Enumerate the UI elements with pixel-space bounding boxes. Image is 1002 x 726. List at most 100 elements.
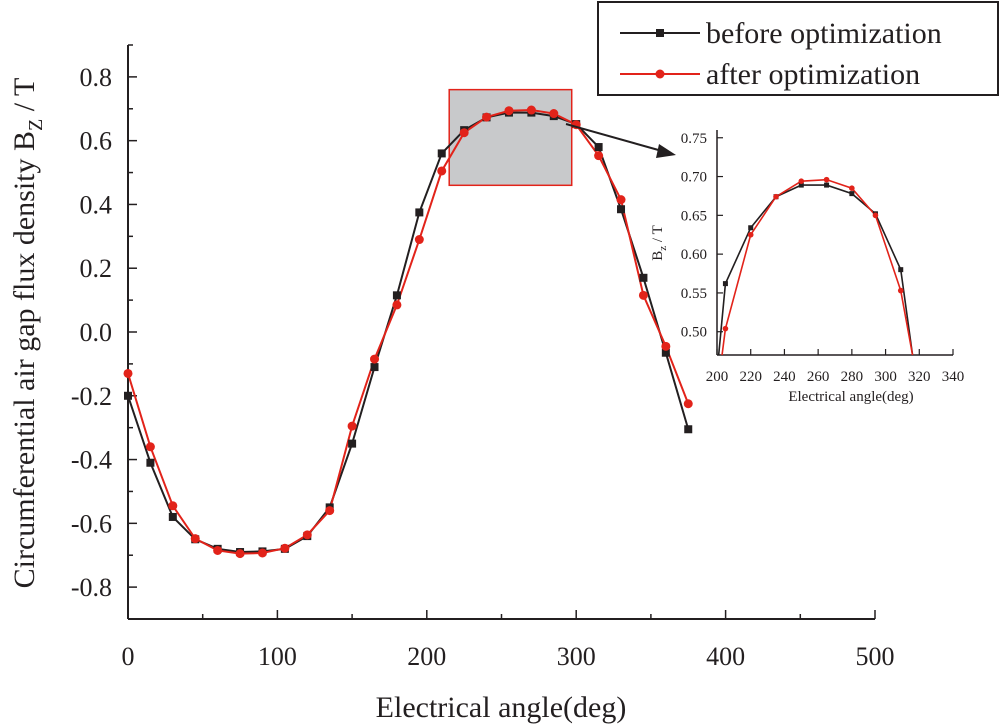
inset-x-tick-label: 200 (706, 369, 729, 385)
main-y-axis-label-unit: / T (8, 78, 41, 112)
main-point-before (661, 348, 670, 357)
inset-point-after (747, 231, 754, 238)
main-x-axis-label: Electrical angle(deg) (376, 691, 627, 724)
inset-x-tick-label: 260 (807, 369, 830, 385)
inset-y-axis-label-unit: / T (650, 225, 666, 242)
inset-x-tick-label: 280 (841, 369, 864, 385)
inset-point-before (798, 182, 804, 188)
main-point-after (190, 534, 200, 544)
main-point-before (437, 149, 446, 158)
main-point-after (392, 300, 402, 310)
main-point-after (347, 421, 357, 431)
main-y-axis-label: Circumferential air gap flux density BZ … (8, 78, 47, 589)
main-point-before (146, 458, 155, 467)
main-point-after (325, 506, 335, 516)
main-point-after (482, 112, 492, 122)
inset-y-tick-label: 0.70 (681, 170, 707, 186)
main-y-tick-label: 0.6 (80, 127, 113, 156)
main-point-after (414, 235, 424, 245)
main-plot: 0 100 200 300 400 500 -0.8 -0.6 -0.4 -0.2 0.0 0.2 0.… (8, 44, 895, 724)
legend-marker-after (655, 69, 665, 79)
main-point-before (168, 512, 177, 521)
main-point-after (302, 530, 312, 540)
main-y-tick-label: 0.0 (80, 318, 113, 347)
zoom-arrow-line (565, 123, 663, 152)
legend-label-after: after optimization (706, 58, 920, 91)
main-series-line-after (127, 109, 690, 555)
main-point-after (370, 354, 380, 364)
main-x-tick-label: 0 (122, 642, 135, 671)
main-y-tick-label: -0.6 (71, 509, 112, 538)
main-point-before (639, 273, 648, 282)
inset-point-after (722, 325, 729, 332)
inset-y-tick-label: 0.75 (681, 131, 707, 147)
main-point-after (504, 106, 514, 116)
inset-y-axis-label-sub: z (657, 246, 669, 251)
main-point-after (549, 109, 559, 119)
main-point-after (616, 195, 626, 205)
inset-point-after (872, 212, 879, 219)
main-point-after (257, 548, 267, 558)
main-y-tick-label: 0.2 (80, 254, 113, 283)
legend: before optimization after optimization (597, 1, 999, 96)
legend-item-before: before optimization (620, 17, 942, 50)
inset-y-tick-label: 0.60 (681, 247, 707, 263)
main-y-tick-label: 0.8 (80, 63, 113, 92)
inset-ticks (716, 137, 954, 355)
main-point-before (348, 439, 357, 448)
inset-point-after (897, 287, 904, 294)
inset-point-after (823, 176, 830, 183)
main-x-tick-label: 500 (856, 642, 895, 671)
main-point-after (145, 442, 155, 452)
legend-item-after: after optimization (620, 58, 920, 91)
main-y-tick-label: -0.4 (71, 446, 112, 475)
inset-x-axis-label: Electrical angle(deg) (788, 389, 913, 405)
inset-series-line-before (717, 184, 914, 356)
main-point-before (594, 143, 603, 152)
main-point-before (124, 391, 132, 400)
main-point-after (168, 501, 178, 511)
main-point-before (617, 205, 626, 214)
inset-y-axis-label: Bz / T (650, 225, 669, 260)
inset-y-tick-label: 0.55 (681, 286, 707, 302)
main-point-after (683, 399, 693, 409)
inset-x-tick-label: 320 (908, 369, 931, 385)
zoom-arrow (565, 123, 676, 158)
zoom-region (448, 88, 573, 187)
main-x-tick-label: 300 (557, 642, 596, 671)
main-y-tick-label: -0.2 (71, 382, 112, 411)
main-y-axis-label-sub: Z (25, 119, 47, 131)
inset-series-line-after (721, 178, 914, 356)
main-x-tick-label: 400 (706, 642, 745, 671)
inset-point-before (849, 191, 855, 197)
main-x-tick-label: 100 (258, 642, 297, 671)
main-point-after (437, 166, 447, 176)
legend-label-before: before optimization (706, 17, 942, 50)
inset-point-after (773, 193, 779, 200)
inset-y-tick-label: 0.50 (681, 325, 707, 341)
main-point-before (370, 363, 379, 372)
main-point-after (594, 151, 604, 161)
inset-x-tick-label: 240 (773, 369, 796, 385)
main-y-tick-label: 0.4 (80, 190, 113, 219)
main-point-after (526, 105, 536, 115)
main-point-before (415, 208, 424, 217)
main-y-tick-label: -0.8 (71, 573, 112, 602)
inset-point-before (748, 225, 754, 231)
main-point-after (213, 545, 223, 555)
main-point-after (123, 368, 133, 378)
inset-x-tick-label: 340 (942, 369, 965, 385)
main-point-after (280, 543, 290, 553)
inset-tick-labels: 200 220 240 260 280 300 320 340 0.50 0.55 0.60 0.65… (681, 131, 965, 385)
inset-y-axis-label-main: B (650, 251, 666, 261)
legend-box (597, 1, 999, 96)
main-x-tick-label: 200 (407, 642, 446, 671)
main-point-before (684, 425, 693, 434)
inset-x-tick-label: 220 (739, 369, 762, 385)
inset-x-tick-label: 300 (874, 369, 897, 385)
inset-plot: 200 220 240 260 280 300 320 340 0.50 0.55 0.60 0.65… (650, 130, 964, 405)
inset-point-before (824, 182, 830, 188)
inset-point-before (722, 281, 728, 287)
main-point-after (235, 549, 245, 559)
